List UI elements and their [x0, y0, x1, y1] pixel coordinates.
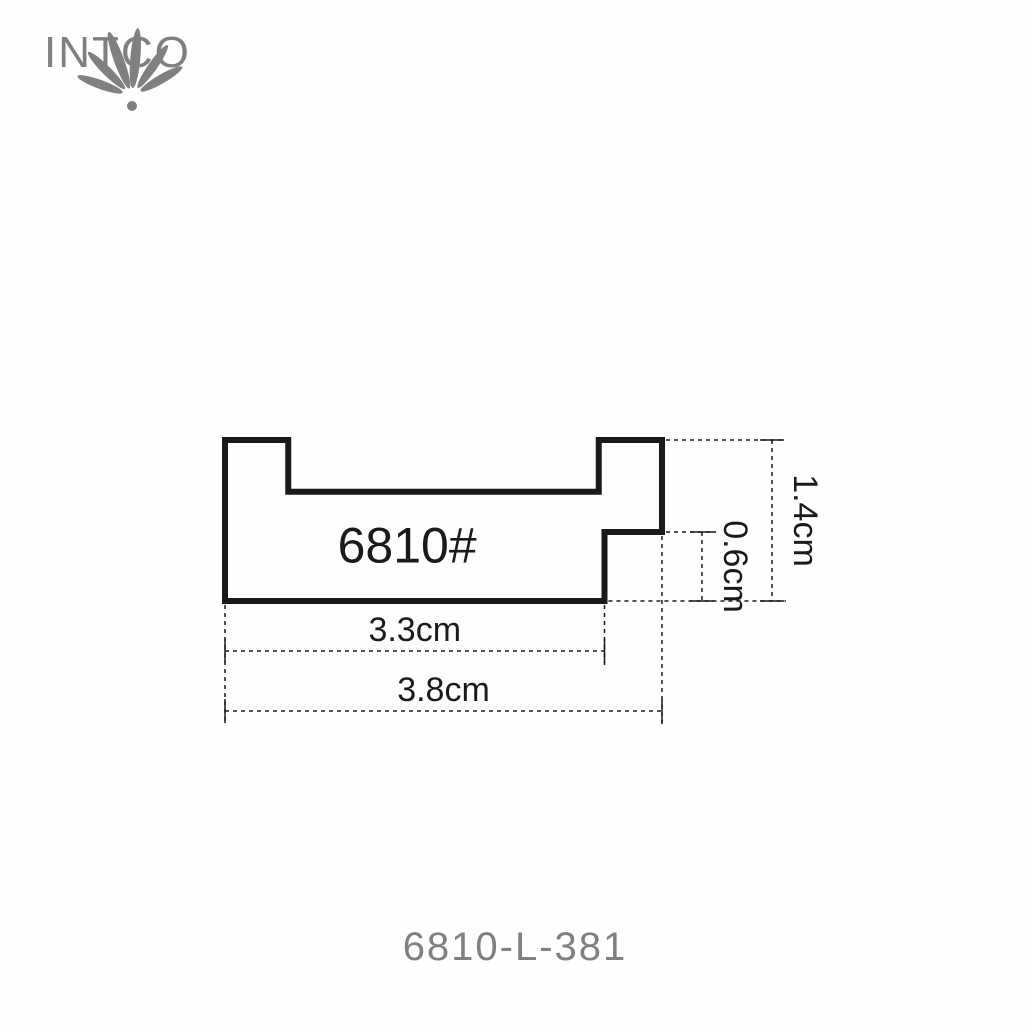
label-3_8: 3.8cm [397, 671, 490, 709]
label-0_6: 0.6cm [716, 520, 754, 613]
product-code: 6810-L-381 [0, 925, 1030, 970]
canvas: INTCO 6810#3.3cm3.8cm0.6cm1.4cm 6810-L-3… [0, 0, 1030, 1030]
label-1_4: 1.4cm [786, 474, 824, 567]
profile-drawing: 6810# 3.3cm 3.8cm 0.6cm 1.4cm [0, 0, 1030, 1030]
label-3_3: 3.3cm [368, 611, 461, 649]
profile-label: 6810# [338, 517, 477, 573]
